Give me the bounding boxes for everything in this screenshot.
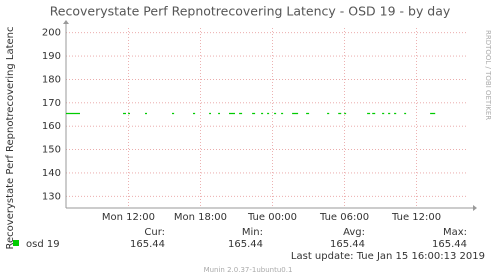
legend-label: osd 19 [26, 239, 60, 250]
last-update: Last update: Tue Jan 15 16:00:13 2019 [291, 251, 485, 262]
x-tick-label: Tue 06:00 [319, 212, 369, 223]
x-tick-label: Tue 00:00 [247, 212, 297, 223]
stat-value: 165.44 [432, 239, 467, 250]
y-tick-label: 130 [42, 191, 61, 202]
stat-value: 165.44 [330, 239, 365, 250]
plot-area [66, 28, 467, 208]
footer: Munin 2.0.37-1ubuntu0.1 [204, 266, 293, 274]
y-tick-label: 180 [42, 74, 61, 85]
y-tick-label: 170 [42, 98, 61, 109]
stat-value: 165.44 [130, 239, 165, 250]
stat-header: Avg: [343, 227, 365, 238]
axis-arrow [63, 20, 69, 24]
stat-header: Cur: [144, 227, 165, 238]
chart-title: Recoverystate Perf Repnotrecovering Late… [50, 4, 451, 19]
y-tick-label: 190 [42, 51, 61, 62]
stat-header: Max: [443, 227, 467, 238]
legend-swatch [13, 240, 19, 246]
x-tick-label: Mon 18:00 [174, 212, 227, 223]
side-label: RRDTOOL / TOBI OETIKER [484, 30, 492, 120]
y-tick-label: 200 [42, 28, 61, 39]
stat-value: 165.44 [228, 239, 263, 250]
stat-header: Min: [242, 227, 263, 238]
y-tick-label: 150 [42, 145, 61, 156]
y-tick-label: 140 [42, 168, 61, 179]
axis-arrow [473, 205, 477, 211]
y-axis-label: Recoverystate Perf Repnotrecovering Late… [5, 27, 16, 250]
y-tick-label: 160 [42, 121, 61, 132]
x-tick-label: Tue 12:00 [391, 212, 441, 223]
x-tick-label: Mon 12:00 [102, 212, 155, 223]
